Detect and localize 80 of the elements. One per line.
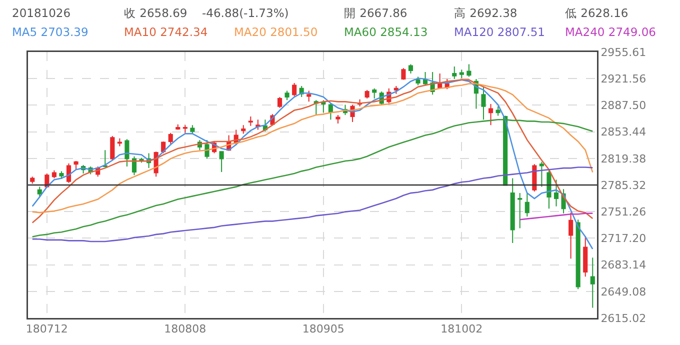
candlestick xyxy=(321,100,326,114)
candlestick xyxy=(408,64,414,74)
candlestick xyxy=(292,82,297,97)
text: MA5 2703.39 xyxy=(12,25,88,39)
y-tick-label: 2955.61 xyxy=(600,46,646,59)
candlestick xyxy=(190,124,195,134)
candlestick xyxy=(568,212,574,260)
y-tick-label: 2615.02 xyxy=(600,312,646,325)
candlestick xyxy=(277,96,282,108)
candlestick xyxy=(423,72,428,86)
candlestick xyxy=(488,104,494,126)
x-tick-label: 180808 xyxy=(164,322,206,336)
candlestick xyxy=(176,124,180,130)
candlestick xyxy=(102,150,108,168)
text: -46.88(-1.73%) xyxy=(202,6,289,20)
y-tick-label: 2785.32 xyxy=(600,178,646,192)
text: 20181026 xyxy=(12,6,71,20)
x-tick-label: 180712 xyxy=(26,322,68,336)
line-series xyxy=(32,166,594,242)
candlestick xyxy=(496,106,500,116)
candlestick xyxy=(241,124,246,134)
candlestick xyxy=(401,68,406,80)
y-tick-label: 2819.38 xyxy=(600,152,646,166)
text: MA10 2742.34 xyxy=(124,25,208,39)
text: 高 2692.38 xyxy=(454,6,518,20)
text: MA20 2801.50 xyxy=(234,25,318,39)
y-tick-label: 2853.44 xyxy=(600,126,646,139)
x-tick-label: 180905 xyxy=(302,322,344,336)
candlestick xyxy=(117,138,122,147)
y-tick-label: 2921.56 xyxy=(600,72,646,86)
candlestick xyxy=(284,90,290,101)
candlestick xyxy=(336,114,340,124)
candlestick xyxy=(30,176,35,184)
candlestick xyxy=(219,151,224,172)
candlestick xyxy=(37,186,42,198)
line-series xyxy=(32,78,594,250)
text: 低 2628.16 xyxy=(565,6,628,20)
text: 開 2667.86 xyxy=(344,6,408,20)
candlestick xyxy=(554,179,559,207)
text: MA60 2854.13 xyxy=(344,25,428,39)
candlestick xyxy=(52,170,56,179)
candlestick xyxy=(204,139,210,160)
candlestick xyxy=(452,66,457,80)
text: MA240 2749.06 xyxy=(565,25,656,39)
candlestick xyxy=(576,219,580,290)
candlestick xyxy=(372,88,377,100)
candlestick xyxy=(524,192,530,217)
candlestick xyxy=(66,162,72,184)
candlestick xyxy=(481,86,486,120)
candlestick xyxy=(416,76,420,86)
y-tick-label: 2887.50 xyxy=(600,99,646,112)
candlestick xyxy=(539,161,544,188)
candlestick xyxy=(110,136,115,161)
y-tick-label: 2717.20 xyxy=(600,232,646,246)
text: 收 2658.69 xyxy=(124,6,188,20)
line-series xyxy=(32,118,594,238)
candlestick xyxy=(590,257,595,308)
candlestick xyxy=(364,89,370,100)
y-tick-label: 2683.14 xyxy=(600,258,646,272)
candlestick xyxy=(510,178,515,244)
candlestick xyxy=(306,90,312,102)
candlestick xyxy=(168,132,173,144)
line-series xyxy=(519,212,594,220)
candlestick xyxy=(59,170,64,180)
candlestick xyxy=(532,164,537,192)
candlestick xyxy=(328,102,333,120)
x-tick-label: 181002 xyxy=(440,322,483,336)
candlestick xyxy=(182,124,188,134)
candlestick xyxy=(124,138,130,167)
text: MA120 2807.51 xyxy=(454,25,545,39)
candlestick xyxy=(132,156,137,176)
candlestick xyxy=(583,236,588,278)
candlestick xyxy=(518,192,522,229)
candlestick xyxy=(459,69,464,79)
candlestick xyxy=(394,86,398,94)
candlestick xyxy=(466,64,472,78)
y-tick-label: 2649.08 xyxy=(600,285,646,298)
y-tick-label: 2751.26 xyxy=(600,205,646,218)
candlestick xyxy=(248,116,253,126)
candlestick xyxy=(74,160,78,170)
